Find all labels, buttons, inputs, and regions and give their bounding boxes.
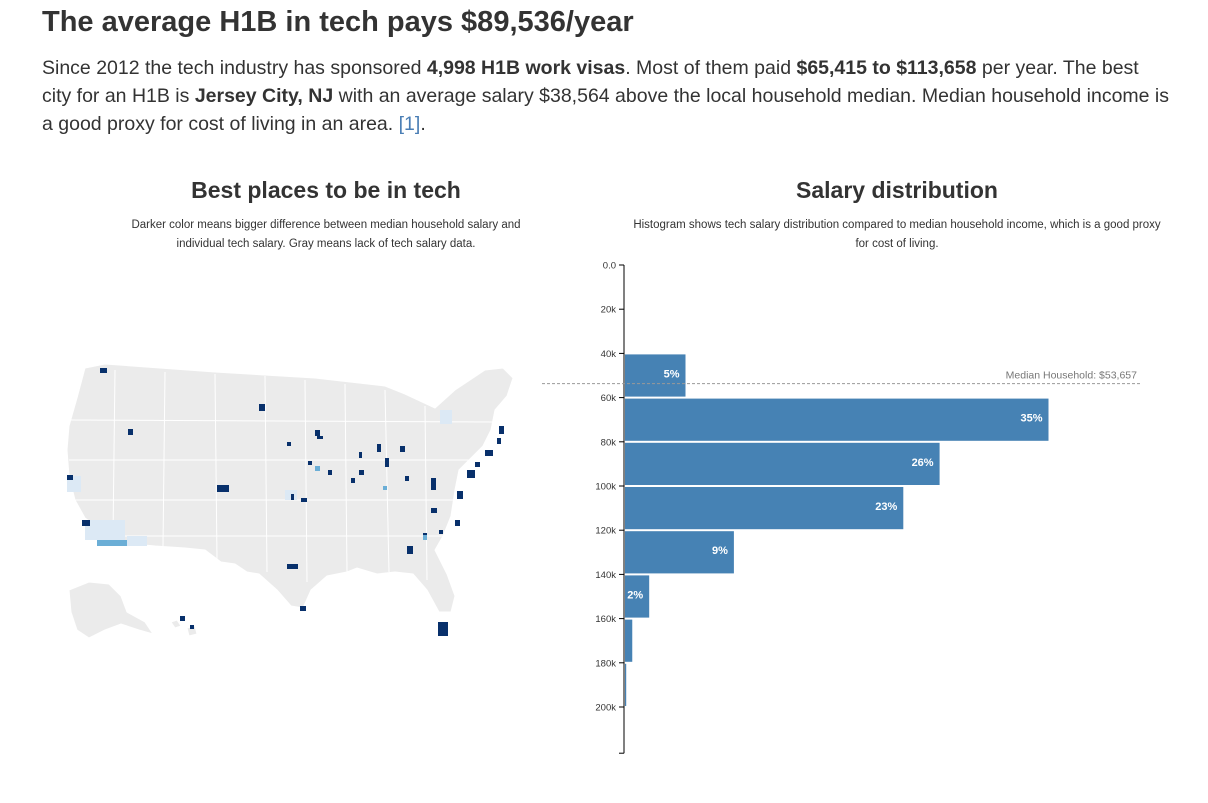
histogram-bar-label: 2% — [627, 589, 643, 601]
reference-link[interactable]: [1] — [398, 113, 421, 135]
median-household-marker: Median Household: $53,657 — [542, 370, 1140, 385]
histogram-axis: 0.0 20k 40k 60k 80k 100k 120k 140k 160k 180k 200k — [595, 261, 625, 754]
county-marker — [67, 475, 73, 480]
y-axis-tick-label: 60k — [601, 393, 617, 404]
y-axis-tick-label: 100k — [595, 482, 616, 493]
county-marker — [407, 546, 413, 554]
map-region — [127, 536, 147, 546]
county-marker — [301, 498, 307, 502]
county-marker — [291, 494, 294, 500]
map-contiguous-us — [66, 363, 514, 613]
county-marker — [351, 478, 355, 483]
county-marker — [359, 470, 364, 475]
county-marker — [383, 486, 387, 490]
y-axis-tick-label: 140k — [595, 570, 616, 581]
histogram-bar — [625, 354, 686, 397]
county-marker — [467, 470, 475, 478]
county-marker — [400, 446, 405, 452]
county-marker — [499, 426, 504, 434]
map-title: Best places to be in tech — [191, 177, 461, 203]
county-marker — [128, 429, 133, 435]
county-marker — [315, 466, 320, 471]
county-marker — [485, 450, 493, 456]
intro-best-city: Jersey City, NJ — [194, 85, 334, 107]
county-marker — [328, 470, 332, 475]
intro-text-end: . — [420, 113, 426, 135]
map-region — [97, 540, 127, 546]
intro-salary-range: $65,415 to $113,658 — [796, 57, 977, 79]
histogram-bar — [625, 487, 904, 530]
y-axis-tick-label: 40k — [601, 349, 617, 360]
county-marker — [82, 520, 90, 526]
map-region — [85, 520, 125, 540]
county-marker — [180, 616, 185, 621]
histogram-bar-label: 35% — [1020, 413, 1042, 425]
county-marker — [100, 368, 107, 373]
histogram-bar-label: 23% — [875, 501, 897, 513]
county-marker — [431, 478, 436, 490]
county-marker — [315, 430, 320, 436]
median-household-label: Median Household: $53,657 — [1006, 370, 1138, 382]
histogram-bar — [625, 619, 633, 662]
salary-histogram: 0.020k40k60k80k100k120k140k160k180k200k … — [542, 261, 1140, 754]
histogram-bar-label: 26% — [912, 457, 934, 469]
page-title: The average H1B in tech pays $89,536/yea… — [42, 6, 634, 38]
map-state-borders — [68, 369, 496, 583]
county-marker — [423, 535, 427, 540]
map-region — [440, 410, 452, 424]
county-marker — [377, 444, 381, 452]
us-county-map — [66, 363, 514, 639]
histogram-bar-label: 5% — [664, 368, 680, 380]
histogram-bar-labels: 5% 35% 26% 23% 9% 2% — [627, 368, 1042, 601]
county-marker — [217, 485, 229, 492]
y-axis-tick-label: 160k — [595, 614, 616, 625]
histogram-bars — [625, 354, 1049, 706]
histogram-subtitle: Histogram shows tech salary distribution… — [633, 219, 1161, 250]
histogram-title: Salary distribution — [796, 177, 998, 203]
county-marker — [457, 491, 463, 499]
histogram-bar — [625, 575, 650, 618]
intro-text-1: Since 2012 the tech industry has sponsor… — [42, 57, 427, 79]
county-marker — [438, 622, 448, 636]
y-axis-tick-label: 20k — [601, 305, 617, 316]
histogram-bar — [625, 663, 627, 706]
county-marker — [259, 404, 265, 411]
county-marker — [308, 461, 312, 465]
county-marker — [359, 452, 362, 458]
county-marker — [287, 442, 291, 446]
county-marker — [455, 520, 460, 526]
intro-paragraph: Since 2012 the tech industry has sponsor… — [42, 54, 1172, 138]
histogram-bar — [625, 442, 940, 485]
histogram-bar — [625, 398, 1049, 441]
map-subtitle: Darker color means bigger difference bet… — [131, 219, 521, 250]
intro-visa-count: 4,998 H1B work visas — [426, 57, 626, 79]
histogram-bar — [625, 531, 734, 574]
county-marker — [405, 476, 409, 481]
y-axis-tick-label: 0.0 — [603, 261, 616, 272]
intro-text-2: . Most of them paid — [625, 57, 797, 79]
county-marker — [287, 564, 298, 569]
intro-text-3: per year. The best city for an H1B is — [42, 57, 1139, 107]
county-marker — [317, 436, 323, 439]
map-counties — [67, 368, 504, 636]
y-axis-tick-label: 120k — [595, 526, 616, 537]
county-marker — [300, 606, 306, 611]
map-alaska — [68, 581, 155, 639]
county-marker — [190, 625, 194, 629]
y-axis-tick-label: 80k — [601, 437, 617, 448]
county-marker — [431, 508, 437, 513]
map-land — [66, 363, 514, 639]
histogram-bar-label: 9% — [712, 545, 728, 557]
y-axis-tick-label: 180k — [595, 658, 616, 669]
county-marker — [439, 530, 443, 534]
county-marker — [385, 458, 389, 467]
county-marker — [475, 462, 480, 467]
intro-text-4: with an average salary $38,564 above the… — [42, 85, 1169, 135]
county-marker — [497, 438, 501, 444]
y-axis-tick-label: 200k — [595, 703, 616, 714]
